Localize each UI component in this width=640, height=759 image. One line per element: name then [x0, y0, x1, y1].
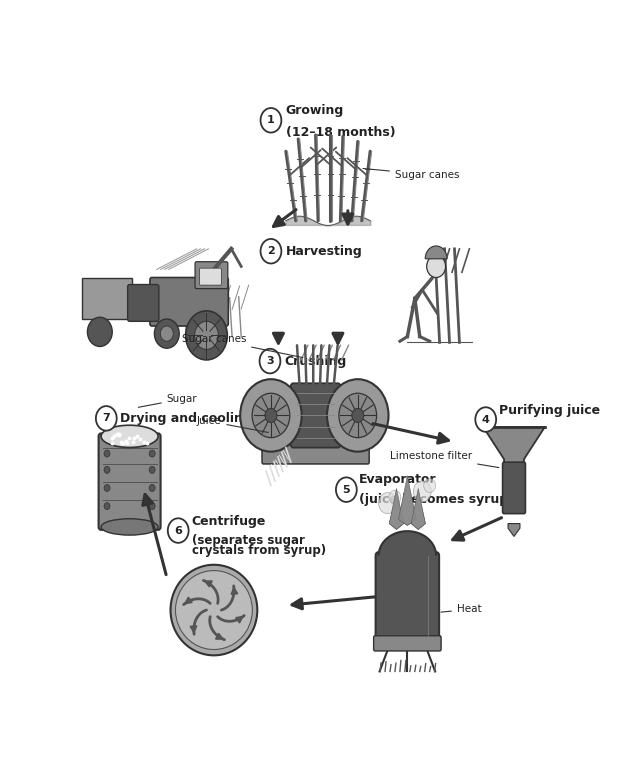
Text: Purifying juice: Purifying juice [499, 404, 600, 417]
Text: Harvesting: Harvesting [286, 244, 363, 258]
Circle shape [389, 490, 401, 504]
Circle shape [265, 408, 277, 423]
Polygon shape [399, 476, 416, 525]
FancyBboxPatch shape [195, 262, 228, 288]
Circle shape [186, 311, 227, 360]
Text: Drying and cooling: Drying and cooling [120, 412, 252, 425]
Polygon shape [483, 427, 545, 465]
Circle shape [352, 408, 364, 423]
Text: (12–18 months): (12–18 months) [286, 126, 396, 139]
Circle shape [149, 502, 155, 509]
FancyBboxPatch shape [127, 285, 159, 321]
Polygon shape [399, 481, 416, 525]
Circle shape [104, 484, 110, 492]
Ellipse shape [101, 518, 158, 535]
Text: Sugar canes: Sugar canes [363, 168, 460, 180]
Circle shape [260, 239, 282, 263]
FancyBboxPatch shape [376, 553, 439, 644]
Circle shape [149, 484, 155, 492]
Circle shape [104, 466, 110, 474]
Circle shape [427, 255, 445, 278]
Text: 5: 5 [342, 485, 350, 495]
Ellipse shape [170, 565, 257, 655]
Text: Juice: Juice [196, 416, 268, 433]
Text: 6: 6 [174, 525, 182, 536]
Polygon shape [379, 531, 436, 556]
Circle shape [424, 479, 436, 493]
Wedge shape [425, 246, 447, 259]
Text: 4: 4 [482, 414, 490, 424]
Polygon shape [389, 498, 404, 530]
Circle shape [154, 319, 179, 348]
Circle shape [260, 108, 282, 133]
Circle shape [336, 477, 356, 502]
FancyBboxPatch shape [200, 268, 221, 285]
Ellipse shape [101, 425, 158, 448]
Circle shape [104, 450, 110, 457]
Polygon shape [411, 493, 426, 530]
Text: 3: 3 [266, 356, 274, 366]
Polygon shape [389, 489, 404, 530]
Text: 1: 1 [267, 115, 275, 125]
Polygon shape [508, 524, 520, 537]
Polygon shape [83, 278, 132, 319]
Circle shape [476, 408, 496, 432]
Text: Heat: Heat [441, 604, 481, 614]
FancyBboxPatch shape [99, 433, 161, 530]
Text: Growing: Growing [286, 105, 344, 118]
Circle shape [96, 406, 116, 430]
Ellipse shape [175, 571, 252, 650]
Text: 7: 7 [102, 414, 110, 424]
Text: Evaporator: Evaporator [359, 473, 437, 487]
Circle shape [195, 321, 218, 349]
Text: (juice becomes syrup): (juice becomes syrup) [359, 493, 515, 506]
Circle shape [260, 349, 280, 373]
Text: Centrifuge: Centrifuge [191, 515, 266, 528]
Circle shape [339, 393, 376, 438]
Text: Sugar canes: Sugar canes [182, 335, 303, 357]
Text: Crushing: Crushing [285, 354, 347, 367]
FancyBboxPatch shape [150, 278, 228, 326]
Circle shape [413, 481, 431, 502]
Polygon shape [411, 498, 426, 530]
Circle shape [161, 326, 173, 342]
Circle shape [168, 518, 189, 543]
FancyBboxPatch shape [374, 636, 441, 651]
FancyBboxPatch shape [262, 444, 369, 464]
Polygon shape [389, 493, 404, 530]
Circle shape [88, 317, 112, 346]
Circle shape [149, 450, 155, 457]
Circle shape [327, 380, 388, 452]
Text: (separates sugar: (separates sugar [191, 534, 305, 547]
Circle shape [104, 502, 110, 509]
FancyBboxPatch shape [291, 383, 340, 448]
Polygon shape [399, 487, 416, 525]
Circle shape [252, 393, 290, 438]
Text: 2: 2 [267, 246, 275, 257]
Circle shape [149, 466, 155, 474]
Text: crystals from syrup): crystals from syrup) [191, 544, 326, 557]
Text: Sugar: Sugar [138, 394, 197, 408]
Circle shape [379, 493, 396, 514]
FancyBboxPatch shape [502, 462, 525, 514]
Text: Limestone filter: Limestone filter [390, 452, 499, 468]
Circle shape [240, 380, 301, 452]
Polygon shape [411, 489, 426, 530]
